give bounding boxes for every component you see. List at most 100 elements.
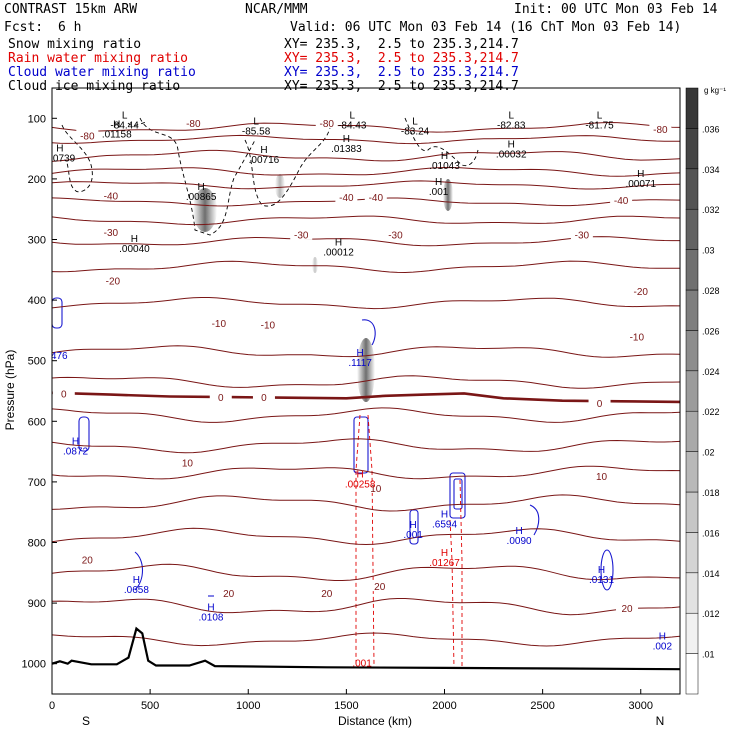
contour-label-bg [315, 586, 338, 598]
isotherm-line [52, 345, 680, 358]
field-snow-xy: XY= 235.3, 2.5 to 235.3,214.7 [284, 37, 519, 52]
model-title: CONTRAST 15km ARW [4, 2, 138, 17]
extremum-value: -82.83 [497, 120, 526, 131]
y-tick-label: 400 [28, 295, 46, 307]
contour-label: -40 [369, 193, 384, 204]
shade-snow-blob [193, 188, 217, 232]
extremum-value: .1117 [348, 358, 372, 369]
contour-label: 10 [370, 484, 382, 495]
valid-time: Valid: 06 UTC Mon 03 Feb 14 (16 ChT Mon … [290, 20, 682, 35]
x-tick-label: 0 [49, 700, 55, 712]
contour-label: 0 [597, 399, 603, 410]
contour-label: 20 [82, 555, 94, 566]
field-rain-xy: XY= 235.3, 2.5 to 235.3,214.7 [284, 51, 519, 66]
field-rain-name: Rain water mixing ratio [8, 51, 189, 66]
extremum-value: .476 [48, 351, 68, 362]
extremum-value: .00012 [323, 248, 354, 259]
extremum-value: .0131 [589, 575, 614, 586]
x-tick-label: 3000 [629, 700, 653, 712]
extremum-symbol: H [72, 436, 79, 447]
contour-label: 20 [621, 604, 633, 615]
colorbar-tick-label: .016 [702, 528, 720, 538]
contour-label: -20 [106, 277, 121, 288]
init-time: Init: 00 UTC Mon 03 Feb 14 [514, 2, 718, 17]
extremum-value: .01043 [429, 161, 460, 172]
extremum-value: -81.75 [585, 120, 614, 131]
contour-label-bg [76, 553, 99, 565]
extremum-symbol: H [356, 470, 363, 481]
extremum-value: .001 [352, 659, 372, 670]
extremum-symbol: H [335, 238, 342, 249]
zero-isotherm-line [52, 391, 680, 404]
y-tick-label: 600 [28, 416, 46, 428]
contour-label: -80 [320, 119, 335, 130]
isotherm-line [52, 134, 680, 145]
extremum-symbol: H [113, 119, 120, 130]
contour-label: 20 [374, 582, 386, 593]
cloud-water-contours [52, 297, 614, 597]
contour-label: -10 [630, 332, 645, 343]
isotherm-line [52, 598, 680, 616]
extremum-symbol: H [133, 575, 140, 586]
contour-label-bg [384, 228, 407, 240]
colorbar-segment [685, 87, 699, 129]
colorbar-segment [685, 410, 699, 452]
contour-label: -10 [212, 319, 227, 330]
forecast-label: Fcst: [4, 20, 44, 35]
isotherm-line [52, 297, 680, 310]
y-tick-label: 800 [28, 538, 46, 550]
x-tick-label: 500 [141, 700, 159, 712]
isotherm-line [52, 260, 680, 274]
x-tick-label: 2000 [432, 700, 456, 712]
extremum-symbol: H [435, 177, 442, 188]
contour-label: -30 [575, 231, 590, 242]
contour-label-bg [101, 274, 124, 286]
isotherm-line [52, 215, 680, 226]
plot-area: -80 -80 -80 -80 -40 -40 -40 -40 -30 -30 -30 -30 -20 -… [48, 110, 680, 671]
contour-label: 20 [223, 589, 235, 600]
colorbar-tick-label: .014 [702, 569, 720, 579]
contour-label-bg [52, 387, 75, 399]
contour-label-bg [217, 586, 240, 598]
contour-label: -40 [614, 196, 629, 207]
colorbar-tick-label: .026 [702, 326, 720, 336]
shade-snow-blob [443, 179, 453, 211]
contour-label-bg [590, 469, 613, 481]
shade-cloud-blob [357, 338, 375, 402]
contour-label-bg [76, 129, 99, 141]
isotherm-line [52, 121, 680, 133]
x-tick-label: 1500 [334, 700, 358, 712]
extremum-symbol: H [598, 565, 605, 576]
colorbar-segment [685, 451, 699, 493]
contour-label-bg [209, 391, 232, 403]
extremum-symbol: H [637, 169, 644, 180]
isotherm-line [52, 563, 680, 581]
x-tick-label: 1000 [236, 700, 260, 712]
contour-label: 0 [261, 393, 267, 404]
contour-label-bg [252, 391, 275, 403]
extremum-value: .00258 [345, 480, 376, 491]
extremum-symbol: L [508, 110, 514, 121]
extremum-value: .002 [653, 641, 673, 652]
colorbar-tick-label: .018 [702, 488, 720, 498]
shade-cloud-blob [312, 257, 318, 273]
contour-label-bg [364, 481, 387, 493]
contour-label-bg [629, 285, 652, 297]
y-tick-label: 300 [28, 235, 46, 247]
colorbar-tick-label: .012 [702, 609, 720, 619]
contour-label-bg [570, 228, 593, 240]
contour-label-bg [616, 601, 639, 613]
extremum-value: .001 [429, 187, 449, 198]
contour-label: -80 [80, 131, 95, 142]
x-axis-label: Distance (km) [338, 714, 412, 728]
extremum-value: .0658 [124, 585, 149, 596]
colorbar-segment [685, 330, 699, 372]
extremum-value: .0872 [63, 446, 88, 457]
colorbar: .01 .012 .014 .016 .018 .02 .022 .024 .026 .028 .0… [685, 87, 720, 695]
extremum-symbol: H [441, 151, 448, 162]
contour-label: 20 [321, 589, 333, 600]
y-axis: 100 200 300 400 500 600 700 800 900 1000 [22, 113, 57, 671]
colorbar-tick-label: .02 [702, 448, 715, 458]
extremum-symbol: H [343, 134, 350, 145]
extremum-value: .00865 [186, 192, 217, 203]
